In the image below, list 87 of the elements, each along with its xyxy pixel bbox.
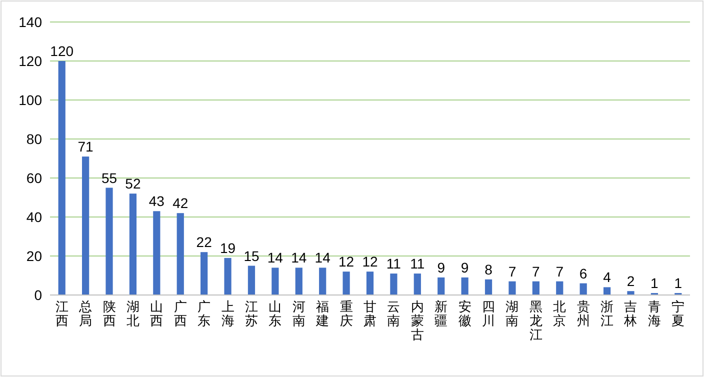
bar <box>390 274 398 295</box>
x-tick-label: 新疆 <box>434 299 448 328</box>
data-label: 43 <box>148 193 165 210</box>
data-label: 7 <box>556 263 564 280</box>
y-tick-label: 80 <box>26 131 42 147</box>
y-tick-label: 40 <box>26 209 42 225</box>
bar <box>58 61 66 295</box>
x-tick-label: 陕西 <box>102 299 116 328</box>
bar <box>82 156 90 295</box>
y-tick-label: 120 <box>18 53 42 69</box>
x-tick-label: 吉林 <box>623 299 638 328</box>
x-tick-label: 上海 <box>221 299 234 328</box>
y-tick-label: 60 <box>26 170 42 186</box>
bar <box>438 277 445 295</box>
bar <box>580 283 587 295</box>
bar <box>176 213 184 295</box>
data-label: 14 <box>267 250 284 266</box>
data-label: 22 <box>196 234 212 250</box>
data-label: 19 <box>220 240 236 256</box>
data-label: 52 <box>125 176 141 192</box>
x-tick-label: 四川 <box>482 299 496 328</box>
bar <box>414 274 421 295</box>
data-label: 42 <box>172 195 188 212</box>
data-label: 4 <box>603 269 612 286</box>
bar <box>153 211 160 295</box>
y-tick-label: 140 <box>18 14 42 30</box>
x-tick-label: 北京 <box>553 299 566 328</box>
bar <box>627 291 634 295</box>
data-label: 11 <box>386 256 402 272</box>
data-label: 7 <box>508 263 516 280</box>
data-label: 1 <box>674 275 682 292</box>
x-tick-label: 湖北 <box>126 299 140 328</box>
bar <box>248 266 256 295</box>
bar <box>508 281 516 295</box>
data-label: 8 <box>484 261 493 278</box>
x-tick-label: 江西 <box>55 299 68 328</box>
x-tick-label: 宁夏 <box>672 299 685 328</box>
data-label: 15 <box>244 248 260 264</box>
data-label: 11 <box>410 256 425 272</box>
x-tick-label: 贵州 <box>576 299 590 328</box>
data-label: 55 <box>101 170 118 186</box>
bar <box>129 194 137 295</box>
bar <box>295 268 302 295</box>
x-tick-label: 内蒙古 <box>410 299 424 342</box>
x-tick-label: 重庆 <box>340 299 353 328</box>
x-tick-label: 云南 <box>387 299 400 328</box>
bar <box>272 268 279 295</box>
y-tick-label: 100 <box>18 92 42 108</box>
data-label: 120 <box>50 43 74 59</box>
bar <box>366 272 374 295</box>
data-label: 2 <box>626 273 635 290</box>
bar <box>484 279 492 295</box>
x-tick-label: 江苏 <box>244 299 258 328</box>
x-tick-label: 山西 <box>150 299 164 328</box>
y-tick-label: 20 <box>26 248 42 264</box>
data-label: 14 <box>291 250 307 266</box>
x-tick-label: 福建 <box>315 299 330 328</box>
x-tick-label: 黑龙江 <box>529 299 542 342</box>
x-tick-label: 安徽 <box>458 299 472 328</box>
bar <box>461 277 468 295</box>
x-tick-label: 广西 <box>174 299 187 328</box>
bar <box>342 272 350 295</box>
y-tick-label: 0 <box>34 287 42 303</box>
bar <box>200 252 208 295</box>
x-tick-label: 山东 <box>268 299 282 328</box>
bar <box>106 188 113 295</box>
data-label: 6 <box>579 265 588 282</box>
x-tick-label: 总局 <box>78 299 92 328</box>
bar <box>603 287 611 295</box>
x-tick-label: 甘肃 <box>364 299 376 328</box>
x-tick-label: 广东 <box>198 299 211 328</box>
data-label: 12 <box>362 254 378 270</box>
bar <box>319 268 326 295</box>
x-tick-label: 湖南 <box>506 299 519 328</box>
data-label: 7 <box>532 263 540 280</box>
bar <box>224 258 232 295</box>
x-tick-label: 青海 <box>648 299 661 328</box>
data-label: 12 <box>338 254 354 270</box>
bar <box>532 281 540 295</box>
data-label: 14 <box>314 250 331 266</box>
x-tick-label: 河南 <box>292 299 306 328</box>
data-label: 1 <box>650 275 659 292</box>
data-label: 9 <box>437 259 446 276</box>
x-tick-label: 浙江 <box>600 299 614 328</box>
data-label: 71 <box>78 138 94 155</box>
data-label: 9 <box>460 259 469 276</box>
bar <box>556 281 564 295</box>
